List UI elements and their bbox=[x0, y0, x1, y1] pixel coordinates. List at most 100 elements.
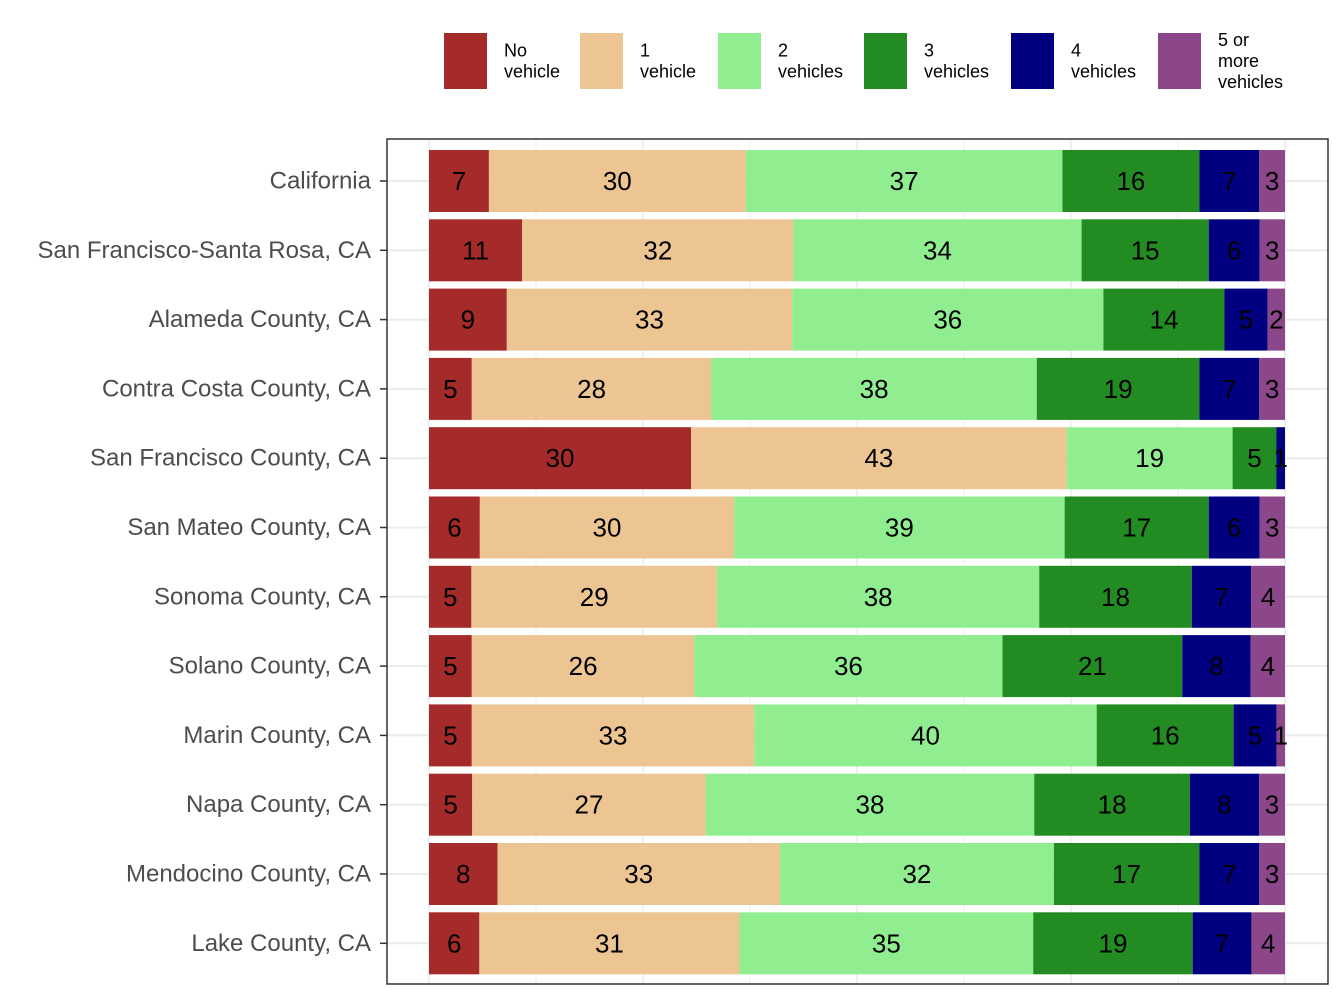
bar-value-label: 17 bbox=[1122, 513, 1151, 543]
y-tick-label: Napa County, CA bbox=[186, 791, 371, 818]
bar-segment bbox=[694, 635, 1003, 698]
bar-segment bbox=[1276, 427, 1285, 490]
bar-value-label: 26 bbox=[569, 651, 598, 681]
bar-value-label: 8 bbox=[456, 859, 470, 889]
bar-value-label: 33 bbox=[635, 305, 664, 335]
bar-segment bbox=[522, 219, 794, 282]
bar-segment bbox=[1224, 288, 1268, 351]
bar-value-label: 3 bbox=[1265, 374, 1279, 404]
legend-label: 3 vehicles bbox=[924, 41, 989, 82]
bar-value-label: 7 bbox=[452, 166, 466, 196]
bar-value-label: 2 bbox=[1269, 305, 1283, 335]
bar-segment bbox=[1259, 496, 1285, 559]
panel-border bbox=[386, 138, 1329, 985]
bar-segment bbox=[471, 565, 718, 628]
bar-value-label: 36 bbox=[834, 651, 863, 681]
bar-value-label: 5 bbox=[1239, 305, 1253, 335]
bar-segment bbox=[1081, 219, 1209, 282]
bar-segment bbox=[1096, 704, 1234, 767]
bars bbox=[429, 150, 1285, 975]
y-axis: California San Francisco-Santa Rosa, CA Al… bbox=[38, 168, 387, 957]
bar-segment bbox=[429, 773, 473, 836]
bar-segment bbox=[1199, 150, 1260, 212]
y-tick-label: Marin County, CA bbox=[183, 722, 371, 749]
legend-key bbox=[1011, 33, 1054, 89]
bar-segment bbox=[1208, 496, 1260, 559]
bar-value-label: 39 bbox=[885, 513, 914, 543]
bar-segment bbox=[1259, 843, 1285, 905]
legend-key bbox=[444, 33, 487, 89]
bar-value-label: 14 bbox=[1149, 305, 1178, 335]
bar-segment bbox=[1191, 565, 1252, 628]
bar-segment bbox=[429, 565, 472, 628]
bar-segment bbox=[711, 357, 1037, 420]
bar-value-label: 33 bbox=[599, 720, 628, 750]
bar-value-label: 1 bbox=[1273, 443, 1287, 473]
bar-value-label: 43 bbox=[864, 443, 893, 473]
bar-segment bbox=[1199, 357, 1260, 420]
bar-segment bbox=[429, 427, 692, 490]
bar-segment bbox=[429, 357, 472, 420]
bar-segment bbox=[1064, 496, 1209, 559]
bar-value-label: 6 bbox=[1227, 513, 1241, 543]
y-tick-label: San Francisco-Santa Rosa, CA bbox=[38, 237, 371, 264]
bar-segment bbox=[1199, 843, 1260, 905]
bar-value-label: 19 bbox=[1135, 443, 1164, 473]
bar-segment bbox=[429, 843, 498, 905]
bar-value-label: 18 bbox=[1101, 582, 1130, 612]
bar-value-label: 19 bbox=[1098, 928, 1127, 958]
bar-value-label: 4 bbox=[1261, 928, 1275, 958]
bar-segment bbox=[1053, 843, 1200, 905]
bar-value-label: 32 bbox=[643, 235, 672, 265]
bar-segment bbox=[1259, 357, 1285, 420]
bar-value-label: 3 bbox=[1265, 235, 1279, 265]
bar-segment bbox=[1182, 635, 1251, 698]
bar-value-label: 6 bbox=[447, 513, 461, 543]
bar-value-label: 3 bbox=[1265, 513, 1279, 543]
bar-value-label: 36 bbox=[933, 305, 962, 335]
y-tick-label: San Mateo County, CA bbox=[127, 514, 371, 541]
bar-value-label: 38 bbox=[860, 374, 889, 404]
bar-segment bbox=[1036, 357, 1200, 420]
bar-segment bbox=[1251, 912, 1285, 975]
bar-value-label: 4 bbox=[1261, 582, 1275, 612]
bar-value-label: 30 bbox=[603, 166, 632, 196]
bar-segment bbox=[429, 912, 480, 975]
bar-segment bbox=[429, 496, 480, 559]
bar-value-label: 35 bbox=[872, 928, 901, 958]
bar-value-label: 5 bbox=[443, 790, 457, 820]
y-tick-label: San Francisco County, CA bbox=[90, 445, 371, 472]
legend-label: 1 vehicle bbox=[640, 41, 696, 82]
bar-segment bbox=[1103, 288, 1225, 351]
bar-value-label: 31 bbox=[595, 928, 624, 958]
bar-value-label: 38 bbox=[856, 790, 885, 820]
bar-segment bbox=[472, 773, 706, 836]
legend-label: 4 vehicles bbox=[1071, 41, 1136, 82]
bar-value-label: 7 bbox=[1222, 374, 1236, 404]
bar-value-label: 1 bbox=[1273, 720, 1287, 750]
bar-segment bbox=[1251, 565, 1285, 628]
data-labels: 7 30 37 16 7 311 32 34 15 6 39 33 36 14 5 25 28 38 19 7 330 4… bbox=[443, 166, 1288, 958]
bar-value-label: 27 bbox=[574, 790, 603, 820]
legend-label: 2 vehicles bbox=[778, 41, 843, 82]
legend-key bbox=[1158, 33, 1201, 89]
bar-segment bbox=[1233, 704, 1277, 767]
bar-segment bbox=[471, 635, 695, 698]
bar-segment bbox=[479, 496, 735, 559]
bar-segment bbox=[1259, 219, 1285, 282]
y-tick-label: Contra Costa County, CA bbox=[102, 375, 371, 402]
bar-value-label: 7 bbox=[1222, 166, 1236, 196]
bar-value-label: 6 bbox=[1227, 235, 1241, 265]
bar-value-label: 38 bbox=[864, 582, 893, 612]
bar-segment bbox=[705, 773, 1035, 836]
bar-segment bbox=[1250, 635, 1285, 698]
bar-segment bbox=[1232, 427, 1277, 490]
legend-label: No vehicle bbox=[504, 41, 560, 82]
bar-value-label: 30 bbox=[546, 443, 575, 473]
bar-value-label: 19 bbox=[1104, 374, 1133, 404]
bar-segment bbox=[479, 912, 740, 975]
bar-segment bbox=[779, 843, 1054, 905]
bar-segment bbox=[1208, 219, 1260, 282]
bar-segment bbox=[429, 704, 472, 767]
bar-value-label: 5 bbox=[443, 651, 457, 681]
